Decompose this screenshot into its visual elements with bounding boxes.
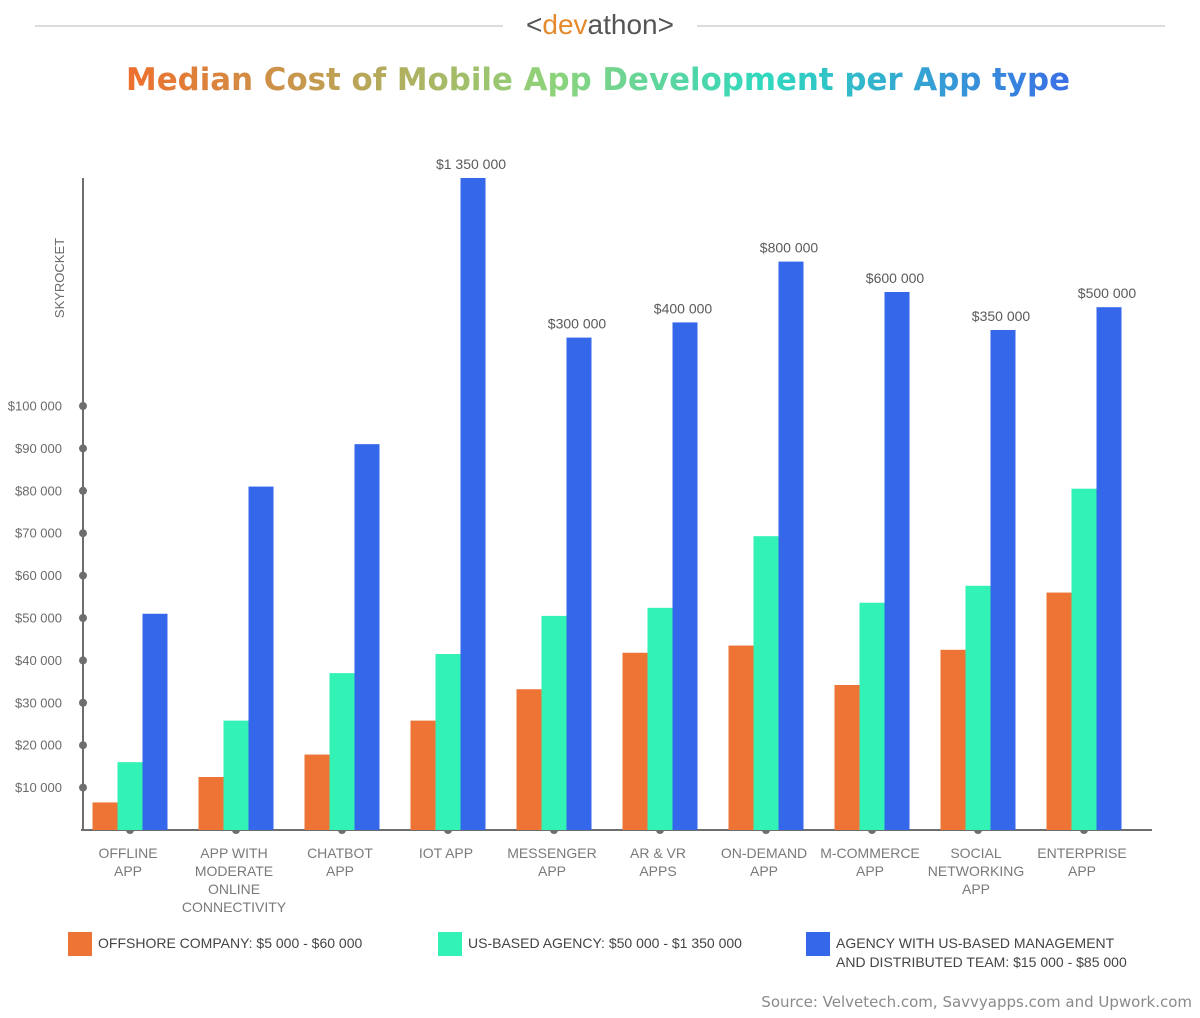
bar-offshore <box>728 645 754 830</box>
bar-offshore <box>834 684 860 830</box>
y-tick-label: $20 000 <box>15 738 62 753</box>
bar-distributed <box>778 261 804 831</box>
y-tick-label: $30 000 <box>15 695 62 710</box>
y-tick-dot <box>79 783 87 792</box>
y-axis-label: SKYROCKET <box>52 238 67 318</box>
bar-us_agency <box>435 654 461 830</box>
legend-label-us_agency: US-BASED AGENCY: $50 000 - $1 350 000 <box>468 935 742 951</box>
legend-swatch-offshore <box>68 932 92 956</box>
y-tick-dot <box>79 614 87 622</box>
data-label: $400 000 <box>654 300 713 316</box>
data-label: $800 000 <box>760 240 819 256</box>
y-tick-label: $70 000 <box>15 526 62 541</box>
y-tick-dot <box>79 656 87 665</box>
devathon-logo: <devathon> <box>526 9 674 40</box>
category-label: AR & VR APPS <box>630 845 686 879</box>
source-credit: Source: Velvetech.com, Savvyapps.com and… <box>761 993 1192 1011</box>
y-tick-dot <box>79 529 87 538</box>
bar-us_agency <box>117 762 143 830</box>
y-tick-dot <box>79 486 87 495</box>
category-label: MESSENGER APP <box>507 845 596 879</box>
category-label: SOCIAL NETWORKING APP <box>928 845 1024 897</box>
bar-distributed <box>1096 307 1122 830</box>
bar-distributed <box>460 178 486 830</box>
category-label: M-COMMERCE APP <box>820 845 920 879</box>
bar-offshore <box>198 777 224 830</box>
bar-us_agency <box>329 673 355 830</box>
y-tick-label: $60 000 <box>15 568 62 583</box>
legend-label-distributed: AGENCY WITH US-BASED MANAGEMENT AND DISTR… <box>836 935 1127 970</box>
y-tick-dot <box>79 741 87 750</box>
y-tick-label: $40 000 <box>15 653 62 668</box>
bar-offshore <box>92 802 118 830</box>
axis-layer: $10 000 $20 000 $30 000 $40 000 $50 000 $60 0… <box>8 178 1152 834</box>
legend-swatch-us_agency <box>438 932 462 956</box>
y-tick-dot <box>79 571 87 580</box>
bar-us_agency <box>753 536 779 830</box>
category-label: ON-DEMAND APP <box>721 845 807 879</box>
brand-header: <devathon> <box>35 9 1165 40</box>
y-tick-dot <box>79 444 87 453</box>
bar-distributed <box>672 322 698 830</box>
legend: OFFSHORE COMPANY: $5 000 - $60 000 US-BAS… <box>68 932 1127 970</box>
bar-offshore <box>410 720 436 830</box>
bar-us_agency <box>1071 488 1097 830</box>
category-label: ENTERPRISE APP <box>1037 845 1126 879</box>
category-label: APP WITH MODERATE ONLINE CONNECTIVITY <box>182 845 287 915</box>
bar-us_agency <box>541 615 567 830</box>
bar-offshore <box>940 649 966 830</box>
bar-distributed <box>566 337 592 830</box>
category-label: OFFLINE APP <box>98 845 157 879</box>
bar-distributed <box>354 444 380 830</box>
bars-layer <box>92 178 1122 831</box>
y-tick-label: $80 000 <box>15 483 62 498</box>
chart-title: Median Cost of Mobile App Development pe… <box>126 62 1070 98</box>
bar-distributed <box>142 613 168 830</box>
category-label: CHATBOT APP <box>307 845 373 879</box>
y-tick-dot <box>79 698 87 707</box>
category-label: IOT APP <box>419 845 473 861</box>
legend-swatch-distributed <box>806 932 830 956</box>
bar-offshore <box>304 754 330 830</box>
data-label: $500 000 <box>1078 285 1137 301</box>
y-tick-dot <box>79 402 87 410</box>
legend-label-offshore: OFFSHORE COMPANY: $5 000 - $60 000 <box>98 935 363 951</box>
bar-offshore <box>1046 592 1072 830</box>
y-tick-label: $90 000 <box>15 441 62 456</box>
y-tick-label: $10 000 <box>15 780 62 795</box>
bar-us_agency <box>965 585 991 830</box>
data-label: $350 000 <box>972 308 1031 324</box>
bar-us_agency <box>859 602 885 830</box>
bar-us_agency <box>223 720 249 830</box>
data-label: $300 000 <box>548 316 607 332</box>
bar-distributed <box>884 292 910 830</box>
bar-us_agency <box>647 607 673 830</box>
bar-distributed <box>248 486 274 830</box>
y-tick-label: $50 000 <box>15 611 62 626</box>
data-label: $600 000 <box>866 270 925 286</box>
bar-offshore <box>622 652 648 830</box>
bar-offshore <box>516 689 542 830</box>
y-tick-label: $100 000 <box>8 399 62 414</box>
labels-layer: OFFLINE APP APP WITH MODERATE ONLINE CONNECTI… <box>98 156 1136 915</box>
bar-distributed <box>990 330 1016 830</box>
data-label: $1 350 000 <box>436 156 506 172</box>
